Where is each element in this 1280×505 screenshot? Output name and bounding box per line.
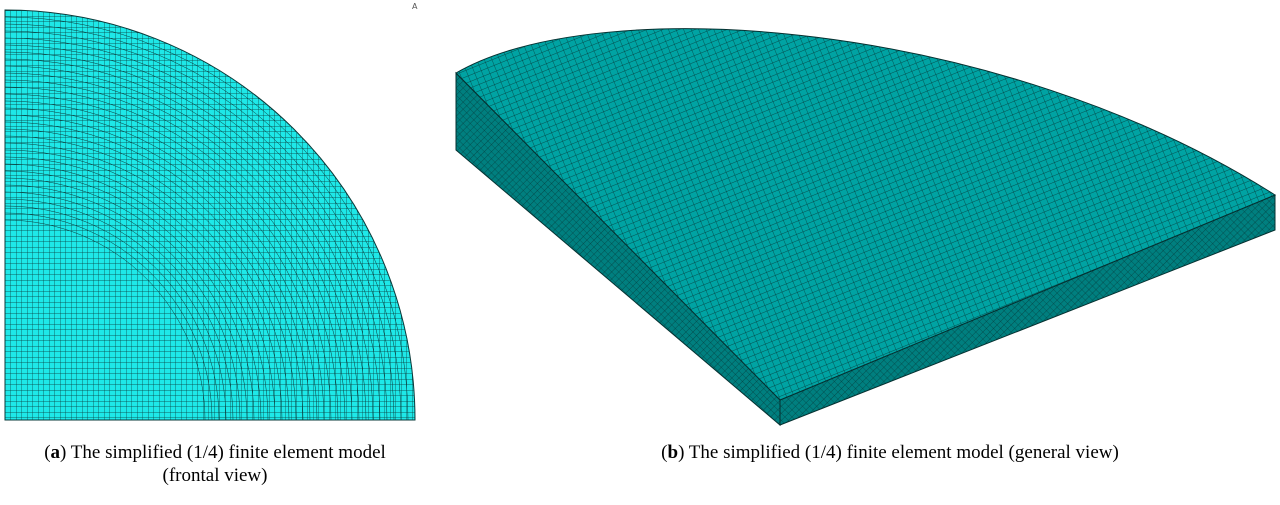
triad-label: A — [412, 2, 417, 11]
mesh-general — [456, 29, 1275, 425]
caption-b: (b) The simplified (1/4) finite element … — [520, 441, 1260, 464]
caption-label: a — [51, 442, 61, 463]
caption-label: b — [668, 442, 679, 463]
mesh-frontal — [5, 10, 415, 420]
caption-a: (a) The simplified (1/4) finite element … — [20, 441, 410, 487]
figure — [0, 0, 1280, 505]
page: {"triad_label": "A", "panels": [ {"open"… — [0, 0, 1280, 505]
caption-text: ) The simplified (1/4) finite element mo… — [60, 442, 386, 486]
caption-text: ) The simplified (1/4) finite element mo… — [678, 442, 1119, 463]
